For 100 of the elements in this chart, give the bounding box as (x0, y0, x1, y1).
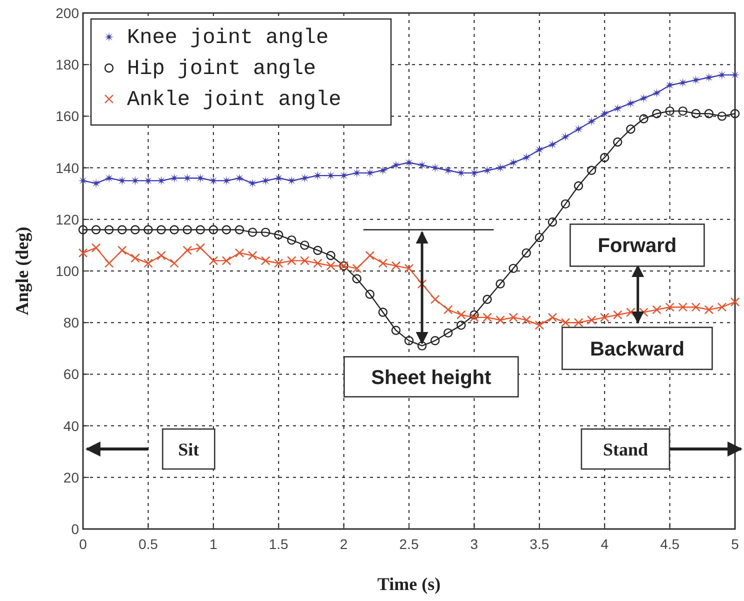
point (482, 312, 492, 322)
point (144, 225, 153, 234)
y-tick-label: 0 (71, 521, 80, 537)
point (626, 98, 636, 108)
point (274, 173, 284, 183)
point (704, 305, 714, 314)
point (130, 225, 140, 234)
point (417, 341, 427, 350)
point (391, 326, 401, 335)
point (444, 305, 453, 314)
point (612, 104, 622, 114)
point (522, 248, 531, 258)
point (678, 78, 688, 88)
point (522, 315, 531, 325)
x-tick-label: 0.5 (138, 536, 158, 552)
point (665, 80, 675, 90)
annotation: Sheet height (371, 366, 492, 389)
point (691, 109, 700, 118)
point (234, 225, 244, 234)
point (391, 160, 401, 170)
point (600, 152, 610, 162)
y-tick-label: 80 (63, 314, 80, 331)
point (404, 264, 414, 274)
y-tick-label: 40 (63, 418, 80, 434)
x-tick-label: 5 (731, 536, 740, 552)
point (365, 168, 375, 178)
point (470, 310, 479, 320)
point (248, 228, 258, 237)
point (130, 254, 140, 263)
point (534, 144, 544, 155)
point (391, 261, 401, 270)
y-tick-label: 140 (56, 160, 80, 176)
point (144, 258, 153, 268)
point (365, 290, 374, 299)
x-tick-label: 2 (340, 536, 348, 552)
point (378, 166, 388, 176)
x-tick-label: 1 (210, 536, 218, 552)
point (404, 336, 414, 346)
point (117, 176, 127, 186)
point (638, 93, 649, 103)
point (286, 176, 296, 186)
point (326, 250, 336, 260)
point (586, 166, 596, 175)
legend-label: Ankle joint angle (127, 89, 342, 112)
point (274, 258, 284, 268)
point (482, 294, 492, 304)
point (652, 109, 662, 118)
point (182, 225, 192, 234)
point (704, 109, 714, 118)
point (560, 199, 570, 209)
point (404, 158, 414, 168)
point (91, 225, 101, 234)
point (326, 261, 336, 270)
point (104, 173, 114, 183)
point (665, 302, 674, 312)
point (574, 181, 584, 190)
point (234, 173, 244, 183)
point (508, 312, 518, 322)
x-tick-label: 4.5 (660, 536, 680, 552)
point (496, 315, 505, 325)
point (430, 163, 440, 173)
point (352, 168, 362, 178)
point (104, 258, 114, 268)
y-tick-label: 160 (56, 108, 80, 124)
x-tick-label: 3 (470, 536, 478, 552)
point (522, 152, 532, 162)
point (352, 274, 362, 284)
point (196, 173, 206, 183)
point (78, 176, 88, 186)
point (495, 163, 506, 173)
point (586, 315, 596, 325)
point (548, 140, 558, 150)
point (456, 168, 466, 178)
x-tick-label: 1.5 (268, 536, 289, 552)
legend-label: Hip joint angle (127, 58, 316, 81)
point (508, 158, 518, 168)
point (730, 297, 740, 307)
point (234, 248, 244, 258)
point (143, 176, 153, 186)
point (156, 225, 166, 234)
point (365, 250, 374, 260)
point (156, 176, 166, 186)
point (287, 256, 296, 266)
x-tick-label: 2.5 (399, 536, 419, 552)
y-tick-label: 100 (56, 263, 80, 279)
point (130, 176, 140, 186)
point (417, 160, 427, 170)
point (574, 124, 584, 134)
point (470, 312, 479, 322)
point (222, 256, 232, 266)
point (430, 294, 440, 304)
point (678, 302, 688, 312)
point (691, 75, 701, 85)
point (639, 114, 648, 124)
point (91, 243, 101, 252)
point (170, 258, 179, 268)
point (444, 328, 453, 338)
legend-label: Knee joint angle (127, 27, 329, 50)
point (313, 258, 322, 268)
point (456, 310, 466, 320)
